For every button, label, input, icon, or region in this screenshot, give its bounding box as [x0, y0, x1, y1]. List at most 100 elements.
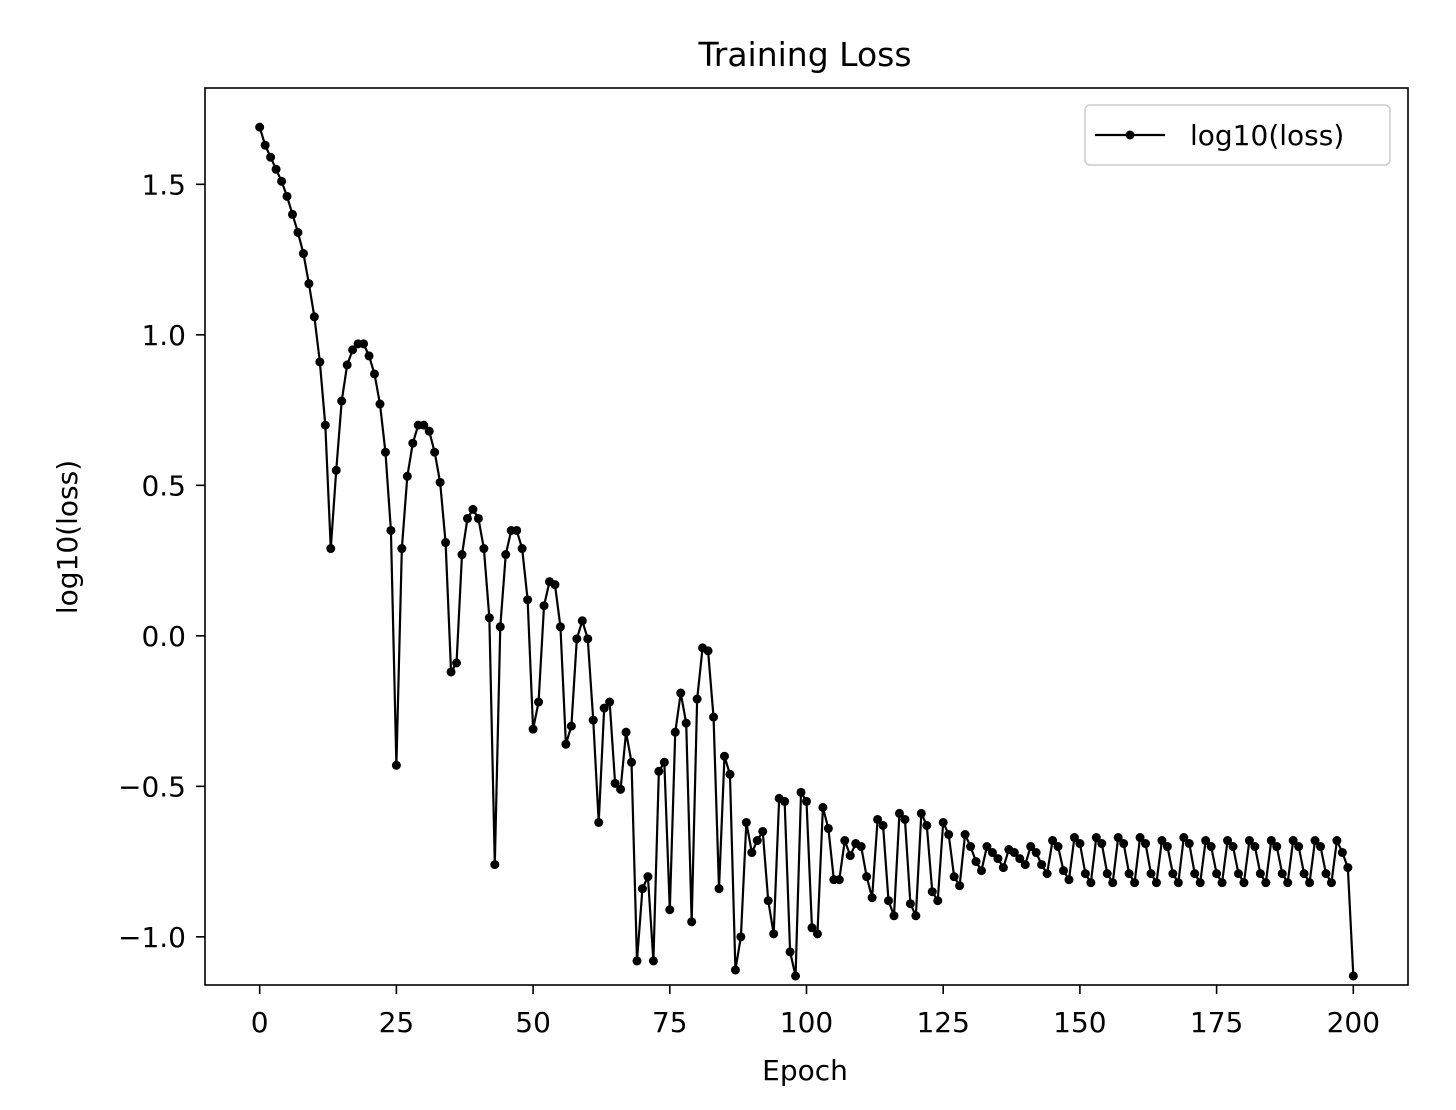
data-point — [741, 817, 751, 827]
data-point — [1059, 866, 1068, 876]
data-point — [725, 769, 735, 779]
data-point — [1009, 848, 1019, 858]
data-point — [610, 778, 620, 788]
data-point — [1212, 869, 1222, 879]
data-point — [452, 658, 462, 668]
data-point — [1020, 860, 1030, 870]
data-point — [315, 357, 325, 367]
data-point — [949, 872, 959, 882]
data-point — [1343, 863, 1353, 873]
data-point — [583, 634, 593, 644]
data-point — [1272, 842, 1282, 852]
data-point — [938, 817, 948, 827]
data-point — [462, 513, 472, 523]
legend-marker-icon — [1125, 130, 1135, 140]
data-point — [1184, 839, 1194, 849]
data-point — [588, 715, 598, 725]
data-point — [692, 694, 702, 704]
data-point — [1031, 848, 1041, 858]
y-tick-label: −1.0 — [118, 921, 186, 954]
data-point — [927, 887, 937, 897]
data-point — [889, 911, 899, 921]
data-point — [375, 399, 385, 409]
data-point — [1053, 842, 1063, 852]
data-point — [632, 956, 642, 966]
data-point — [1277, 869, 1287, 879]
data-point — [512, 525, 522, 535]
data-point — [1348, 971, 1358, 981]
data-point — [1146, 869, 1156, 879]
data-point — [457, 550, 467, 560]
data-point — [397, 544, 407, 554]
data-point — [998, 863, 1008, 873]
data-point — [1244, 836, 1254, 846]
data-point — [643, 872, 653, 882]
data-point — [812, 929, 822, 939]
data-point — [955, 881, 965, 891]
data-point — [1195, 878, 1205, 888]
data-point — [364, 351, 374, 361]
data-point — [1124, 869, 1134, 879]
data-point — [266, 152, 276, 162]
legend-box — [1084, 104, 1391, 166]
data-point — [780, 796, 790, 806]
y-tick-label: 1.5 — [141, 168, 186, 201]
data-point — [916, 808, 926, 818]
data-point — [714, 884, 724, 894]
data-point — [1086, 878, 1096, 888]
data-point — [1097, 839, 1107, 849]
data-point — [1168, 869, 1178, 879]
data-point — [391, 760, 401, 770]
data-point — [840, 836, 850, 846]
series-line — [258, 126, 1355, 978]
data-point — [331, 465, 341, 475]
data-point — [1069, 833, 1079, 843]
data-point — [736, 932, 746, 942]
data-point — [1141, 839, 1151, 849]
data-point — [293, 227, 303, 237]
data-point — [1223, 836, 1233, 846]
data-point — [572, 634, 582, 644]
x-tick-label: 100 — [780, 1006, 833, 1039]
data-point — [993, 854, 1003, 864]
data-point — [1108, 878, 1118, 888]
data-point — [1299, 869, 1309, 879]
data-point — [282, 191, 292, 201]
data-point — [386, 525, 396, 535]
data-point — [1037, 860, 1047, 870]
data-point — [648, 956, 658, 966]
x-tick-label: 125 — [916, 1006, 969, 1039]
y-axis: −1.0 −0.5 0.0 0.5 1.0 1.5 — [118, 168, 205, 954]
data-point — [1310, 836, 1320, 846]
data-point — [659, 757, 669, 767]
data-point — [905, 899, 915, 909]
x-tick-label: 0 — [251, 1006, 269, 1039]
data-point — [637, 884, 647, 894]
data-point — [1305, 878, 1315, 888]
data-point — [1042, 869, 1052, 879]
data-point — [1048, 836, 1058, 846]
data-point — [348, 345, 358, 355]
data-point — [555, 622, 565, 632]
data-point — [277, 176, 287, 186]
data-point — [730, 965, 740, 975]
data-point — [802, 796, 811, 806]
data-point — [1091, 833, 1101, 843]
data-point — [304, 279, 314, 289]
data-point — [703, 646, 713, 656]
data-point — [1130, 878, 1140, 888]
data-point — [435, 477, 445, 487]
data-point — [752, 836, 762, 846]
data-point — [900, 814, 910, 824]
y-tick-label: 0.5 — [141, 469, 186, 502]
data-point — [1266, 836, 1276, 846]
data-point — [320, 420, 330, 430]
data-point — [621, 727, 631, 737]
data-point — [326, 544, 336, 554]
data-point — [1173, 878, 1183, 888]
x-tick-label: 200 — [1327, 1006, 1380, 1039]
data-point — [845, 851, 855, 861]
data-point — [255, 122, 265, 132]
data-point — [856, 842, 866, 852]
legend: log10(loss) — [1084, 104, 1391, 166]
